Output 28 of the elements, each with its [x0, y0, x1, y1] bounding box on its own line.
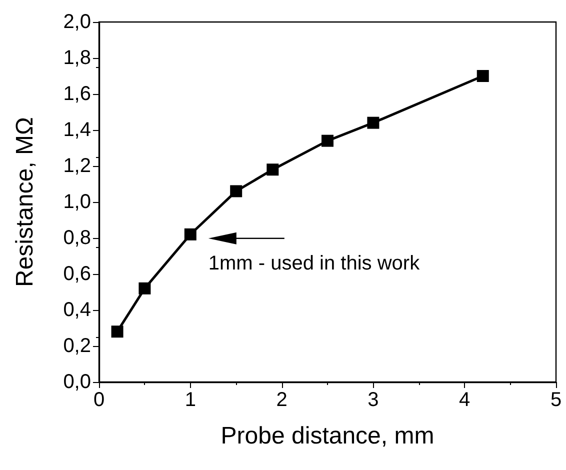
point	[111, 326, 124, 338]
point	[322, 134, 334, 147]
point	[266, 164, 279, 176]
y-tick-label: 1,2	[63, 155, 91, 177]
y-tick-label: 1,8	[63, 47, 91, 69]
point	[476, 70, 489, 82]
x-tick-label: 0	[93, 389, 105, 411]
x-tick-label: 3	[368, 389, 379, 411]
y-axis-title: Resistance, MΩ	[12, 117, 38, 287]
y-tick-label: 0,8	[63, 227, 91, 249]
annotation: 1mm - used in this work	[208, 252, 421, 274]
point	[184, 228, 196, 240]
y-tick-label: 1,6	[63, 83, 91, 105]
y-tick-label: 2,0	[63, 11, 91, 33]
y-tick-label: 1,4	[63, 119, 91, 141]
x-tick-label: 2	[276, 389, 288, 411]
y-tick-label: 1,0	[63, 191, 91, 213]
point	[138, 282, 151, 294]
y-tick-label: 0,4	[63, 299, 91, 321]
point	[367, 116, 380, 129]
point	[230, 185, 242, 198]
x-tick-label: 4	[459, 389, 470, 411]
y-tick-label: 0,0	[63, 371, 91, 393]
y-tick-label: 0,2	[63, 335, 91, 357]
x-tick-label: 5	[550, 389, 562, 411]
x-tick-label: 1	[184, 389, 196, 411]
x-axis-title: Probe distance, mm	[220, 422, 434, 450]
y-tick-label: 0,6	[63, 263, 91, 285]
